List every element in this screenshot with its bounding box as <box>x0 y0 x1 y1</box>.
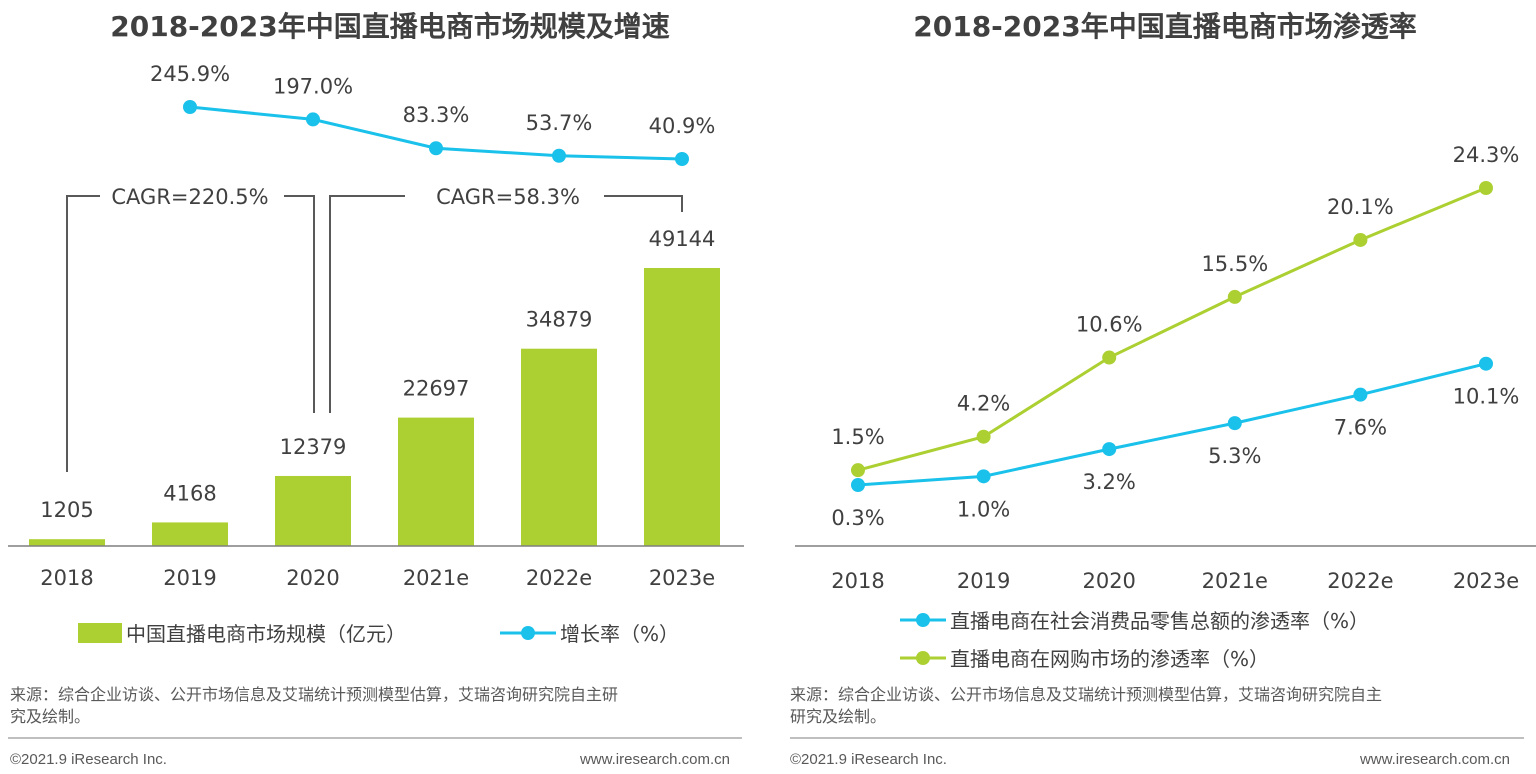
retail-value-label: 1.0% <box>957 497 1010 521</box>
growth-point-2023e <box>675 152 689 166</box>
online-value-label: 4.2% <box>957 392 1010 416</box>
x-tick-label: 2019 <box>957 569 1010 593</box>
online-point-2023e <box>1479 181 1493 195</box>
x-tick-label: 2020 <box>286 566 339 590</box>
cagr-bracket-right-arm <box>284 195 315 413</box>
x-tick-label: 2023e <box>1453 569 1519 593</box>
cagr-label-2018-2020: CAGR=220.5% <box>111 185 268 209</box>
cagr-bracket-left-arm <box>329 195 405 413</box>
growth-value-label: 197.0% <box>273 74 353 98</box>
legend-swatch-marker <box>916 651 930 665</box>
right-chart-title: 2018-2023年中国直播电商市场渗透率 <box>913 10 1416 43</box>
copyright-left: ©2021.9 iResearch Inc. <box>10 751 167 768</box>
right-line-series: 0.3% 1.0% 3.2% 5.3% 7.6% 10.1% 1.5% 4.2% 10.6% 15… <box>831 143 1519 530</box>
cagr-bracket-right-arm <box>604 195 683 212</box>
legend-label-market-size: 中国直播电商市场规模（亿元） <box>126 622 406 646</box>
x-tick-label: 2020 <box>1082 569 1135 593</box>
bar-2020 <box>275 475 351 546</box>
x-tick-label: 2021e <box>403 566 469 590</box>
retail-value-label: 0.3% <box>831 506 884 530</box>
bar-value-label: 49144 <box>649 227 716 251</box>
left-bar-series: 1205 4168 12379 22697 34879 49144 <box>29 227 720 546</box>
retail-value-label: 3.2% <box>1083 470 1136 494</box>
bar-value-label: 22697 <box>403 377 470 401</box>
bar-2019 <box>152 522 228 546</box>
bar-2018 <box>29 539 105 546</box>
growth-value-label: 83.3% <box>403 103 470 127</box>
cagr-brackets: CAGR=220.5% CAGR=58.3% <box>66 185 683 472</box>
growth-value-label: 53.7% <box>526 111 593 135</box>
growth-point-2021e <box>429 141 443 156</box>
retail-point-2018 <box>851 478 865 492</box>
online-point-2019 <box>976 429 991 444</box>
online-value-label: 15.5% <box>1201 252 1268 276</box>
legend-label-retail-penetration: 直播电商在社会消费品零售总额的渗透率（%） <box>950 609 1369 633</box>
x-tick-label: 2021e <box>1202 569 1268 593</box>
source-note-right-line1: 来源：综合企业访谈、公开市场信息及艾瑞统计预测模型估算，艾瑞咨询研究院自主 <box>790 685 1382 704</box>
growth-value-label: 40.9% <box>649 114 716 138</box>
retail-point-2020 <box>1102 442 1117 457</box>
legend-swatch-marker <box>521 626 535 640</box>
growth-point-2019 <box>183 100 197 114</box>
retail-value-label: 7.6% <box>1334 416 1387 440</box>
retail-point-2021e <box>1227 416 1242 431</box>
online-value-label: 20.1% <box>1327 195 1394 219</box>
right-x-ticks: 2018 2019 2020 2021e 2022e 2023e <box>831 569 1519 593</box>
x-tick-label: 2019 <box>163 566 216 590</box>
source-note-left-line2: 究及绘制。 <box>10 707 90 726</box>
left-growth-line: 245.9% 197.0% 83.3% 53.7% 40.9% <box>150 62 715 166</box>
x-tick-label: 2018 <box>831 569 884 593</box>
retail-value-label: 10.1% <box>1453 385 1520 409</box>
online-value-label: 10.6% <box>1076 313 1143 337</box>
bar-2023e <box>644 268 720 546</box>
online-point-2021e <box>1227 289 1242 304</box>
online-point-2020 <box>1102 350 1117 365</box>
copyright-right: ©2021.9 iResearch Inc. <box>790 751 947 768</box>
bar-2021e <box>398 417 474 546</box>
bar-value-label: 4168 <box>163 481 216 505</box>
legend-swatch-bar <box>78 623 122 643</box>
growth-point-2022e <box>552 148 566 163</box>
left-x-ticks: 2018 2019 2020 2021e 2022e 2023e <box>40 566 715 590</box>
growth-point-2020 <box>306 112 320 127</box>
legend-label-online-penetration: 直播电商在网购市场的渗透率（%） <box>950 647 1269 671</box>
cagr-bracket-left-arm <box>66 195 100 472</box>
source-note-right-line2: 研究及绘制。 <box>790 707 886 726</box>
left-chart-title: 2018-2023年中国直播电商市场规模及增速 <box>110 10 669 43</box>
online-value-label: 1.5% <box>831 425 884 449</box>
website-right: www.iresearch.com.cn <box>1359 751 1510 768</box>
growth-value-label: 245.9% <box>150 62 230 86</box>
x-tick-label: 2018 <box>40 566 93 590</box>
online-value-label: 24.3% <box>1453 143 1520 167</box>
bar-value-label: 1205 <box>40 498 93 522</box>
online-penetration-line <box>857 186 1487 472</box>
retail-value-label: 5.3% <box>1208 444 1261 468</box>
online-point-2018 <box>851 463 865 478</box>
retail-point-2023e <box>1479 356 1493 371</box>
retail-point-2022e <box>1353 387 1368 402</box>
retail-point-2019 <box>976 469 991 484</box>
online-point-2022e <box>1353 232 1368 247</box>
x-tick-label: 2022e <box>526 566 592 590</box>
source-note-left-line1: 来源：综合企业访谈、公开市场信息及艾瑞统计预测模型估算，艾瑞咨询研究院自主研 <box>10 685 618 704</box>
x-tick-label: 2022e <box>1327 569 1393 593</box>
website-left: www.iresearch.com.cn <box>579 751 730 768</box>
legend-label-growth: 增长率（%） <box>560 622 679 646</box>
legend-swatch-marker <box>916 613 930 627</box>
retail-penetration-line <box>857 362 1487 487</box>
cagr-label-2020-2023: CAGR=58.3% <box>436 185 580 209</box>
bar-2022e <box>521 348 597 546</box>
bar-value-label: 34879 <box>526 308 593 332</box>
x-tick-label: 2023e <box>649 566 715 590</box>
bar-value-label: 12379 <box>280 435 347 459</box>
